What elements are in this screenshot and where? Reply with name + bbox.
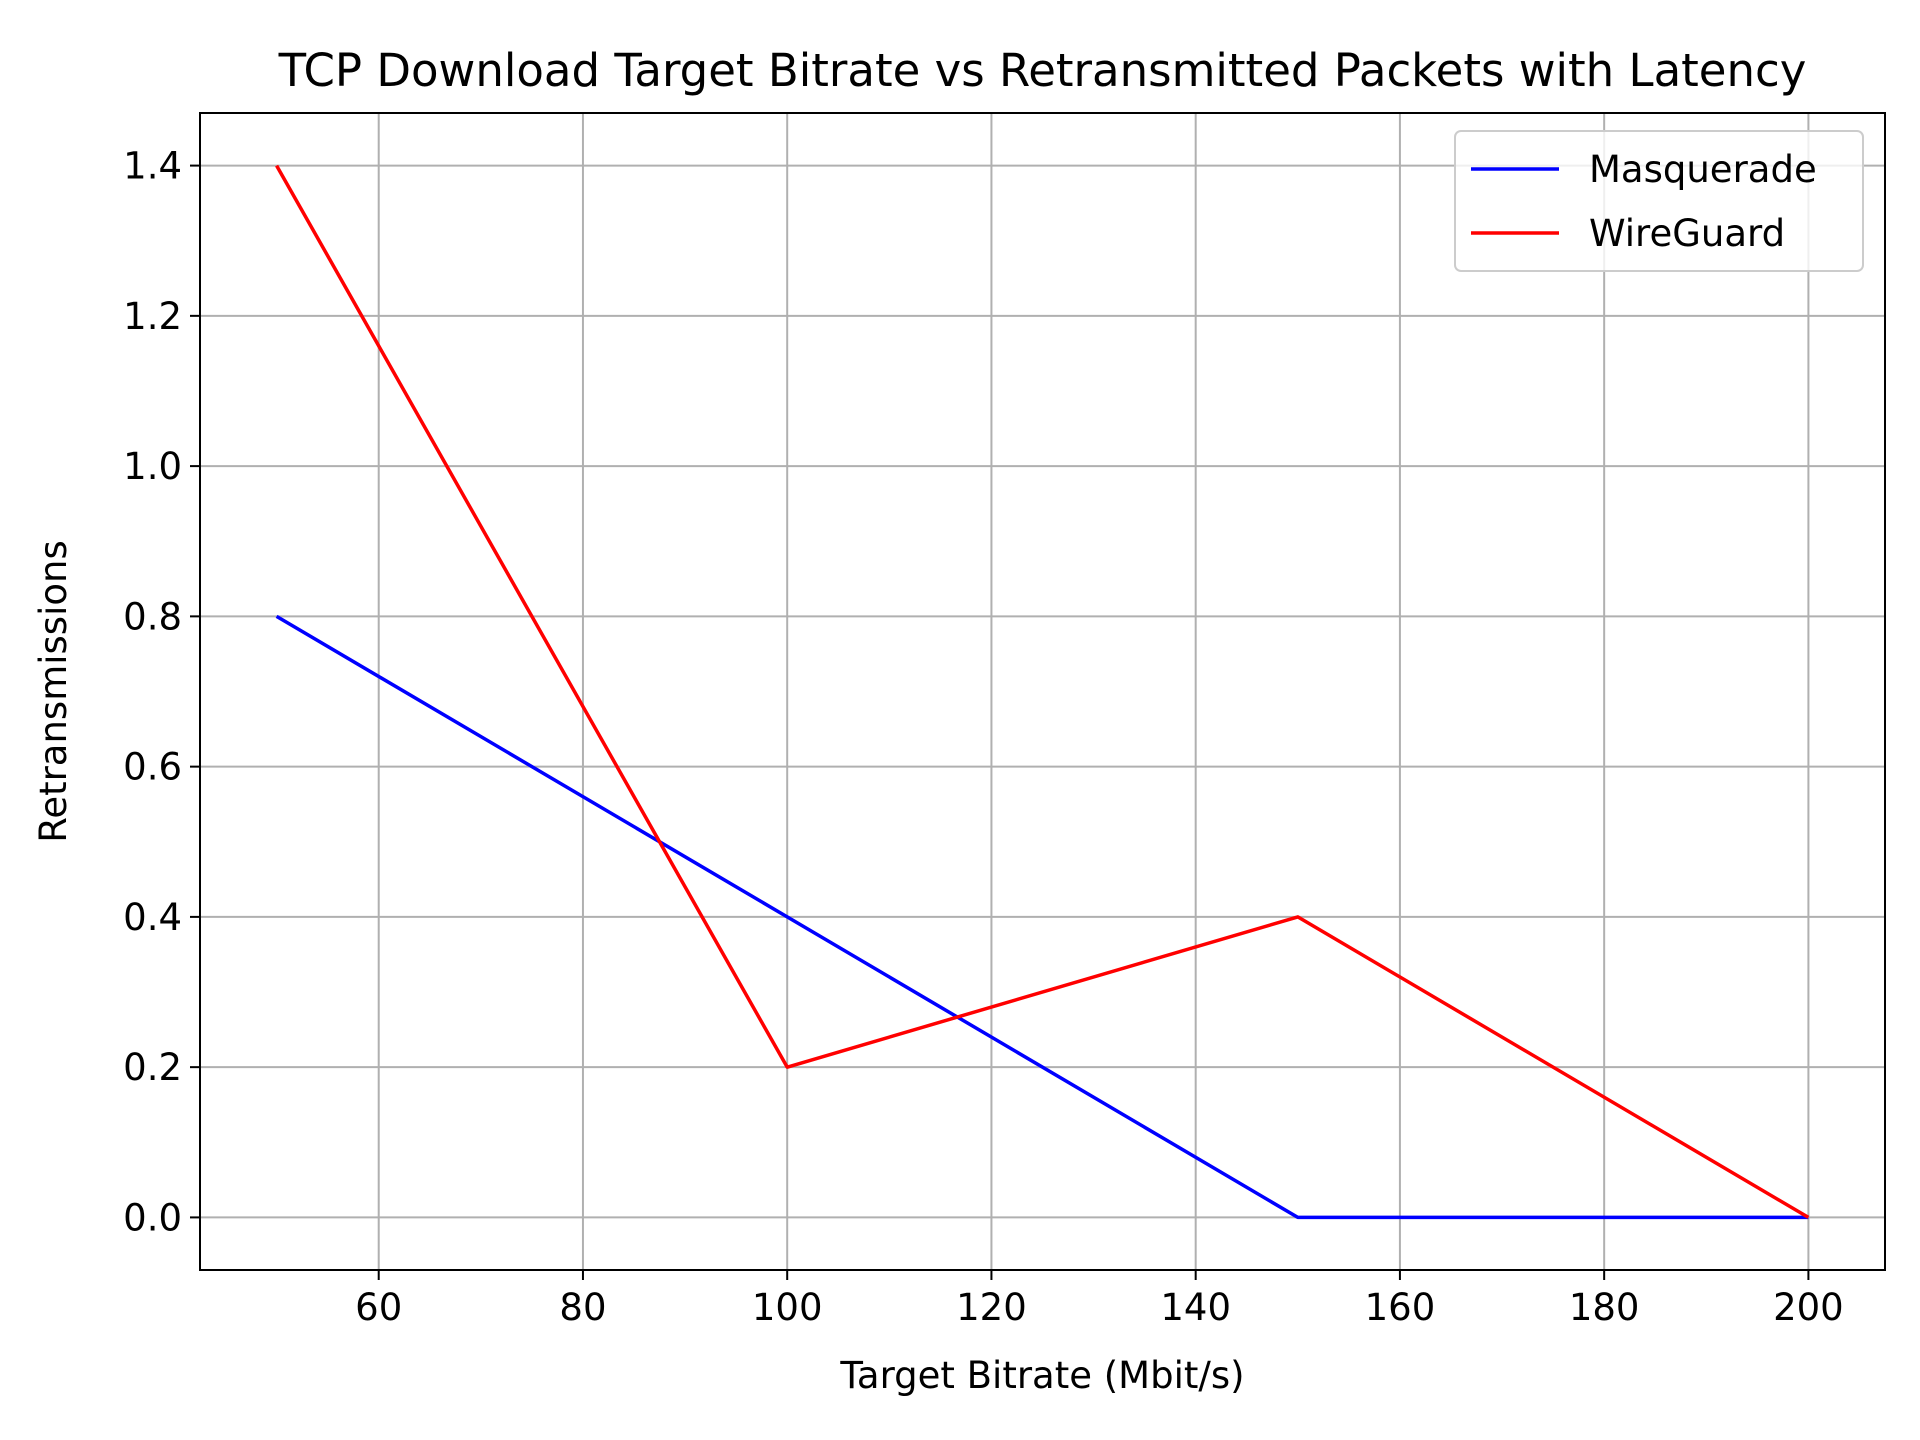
x-tick-label: 60 [355, 1286, 402, 1329]
x-tick-label: 140 [1160, 1286, 1231, 1329]
x-axis-label: Target Bitrate (Mbit/s) [839, 1354, 1244, 1397]
plot-series [275, 164, 1810, 1220]
y-axis-label: Retransmissions [32, 540, 75, 842]
y-tick-label: 0.6 [123, 746, 182, 789]
y-tick-label: 0.0 [123, 1196, 182, 1239]
y-tick-label: 0.2 [123, 1046, 182, 1089]
x-tick-label: 200 [1773, 1286, 1844, 1329]
plot-area-frame [199, 112, 1886, 1271]
series-line-masquerade [275, 614, 1809, 1220]
legend-label-masquerade: Masquerade [1589, 148, 1817, 191]
legend: Masquerade WireGuard [1454, 130, 1864, 272]
x-tick-label: 160 [1365, 1286, 1436, 1329]
axis-ticks: 60 80 100 120 140 160 180 200 0.0 0.2 0.4 0.6 0.8 1.0… [123, 145, 1844, 1329]
y-tick-label: 0.4 [123, 896, 182, 939]
series-line-wireguard [275, 164, 1810, 1219]
y-tick-label: 1.2 [123, 295, 182, 338]
x-tick-label: 120 [956, 1286, 1027, 1329]
y-tick-label: 1.0 [123, 445, 182, 488]
chart-title: TCP Download Target Bitrate vs Retransmi… [278, 44, 1807, 97]
y-tick-label: 0.8 [123, 595, 182, 638]
legend-box [1454, 130, 1864, 272]
x-tick-label: 100 [752, 1286, 823, 1329]
y-tick-label: 1.4 [123, 145, 182, 188]
legend-label-wireguard: WireGuard [1589, 212, 1785, 255]
x-tick-label: 180 [1569, 1286, 1640, 1329]
x-tick-label: 80 [559, 1286, 606, 1329]
